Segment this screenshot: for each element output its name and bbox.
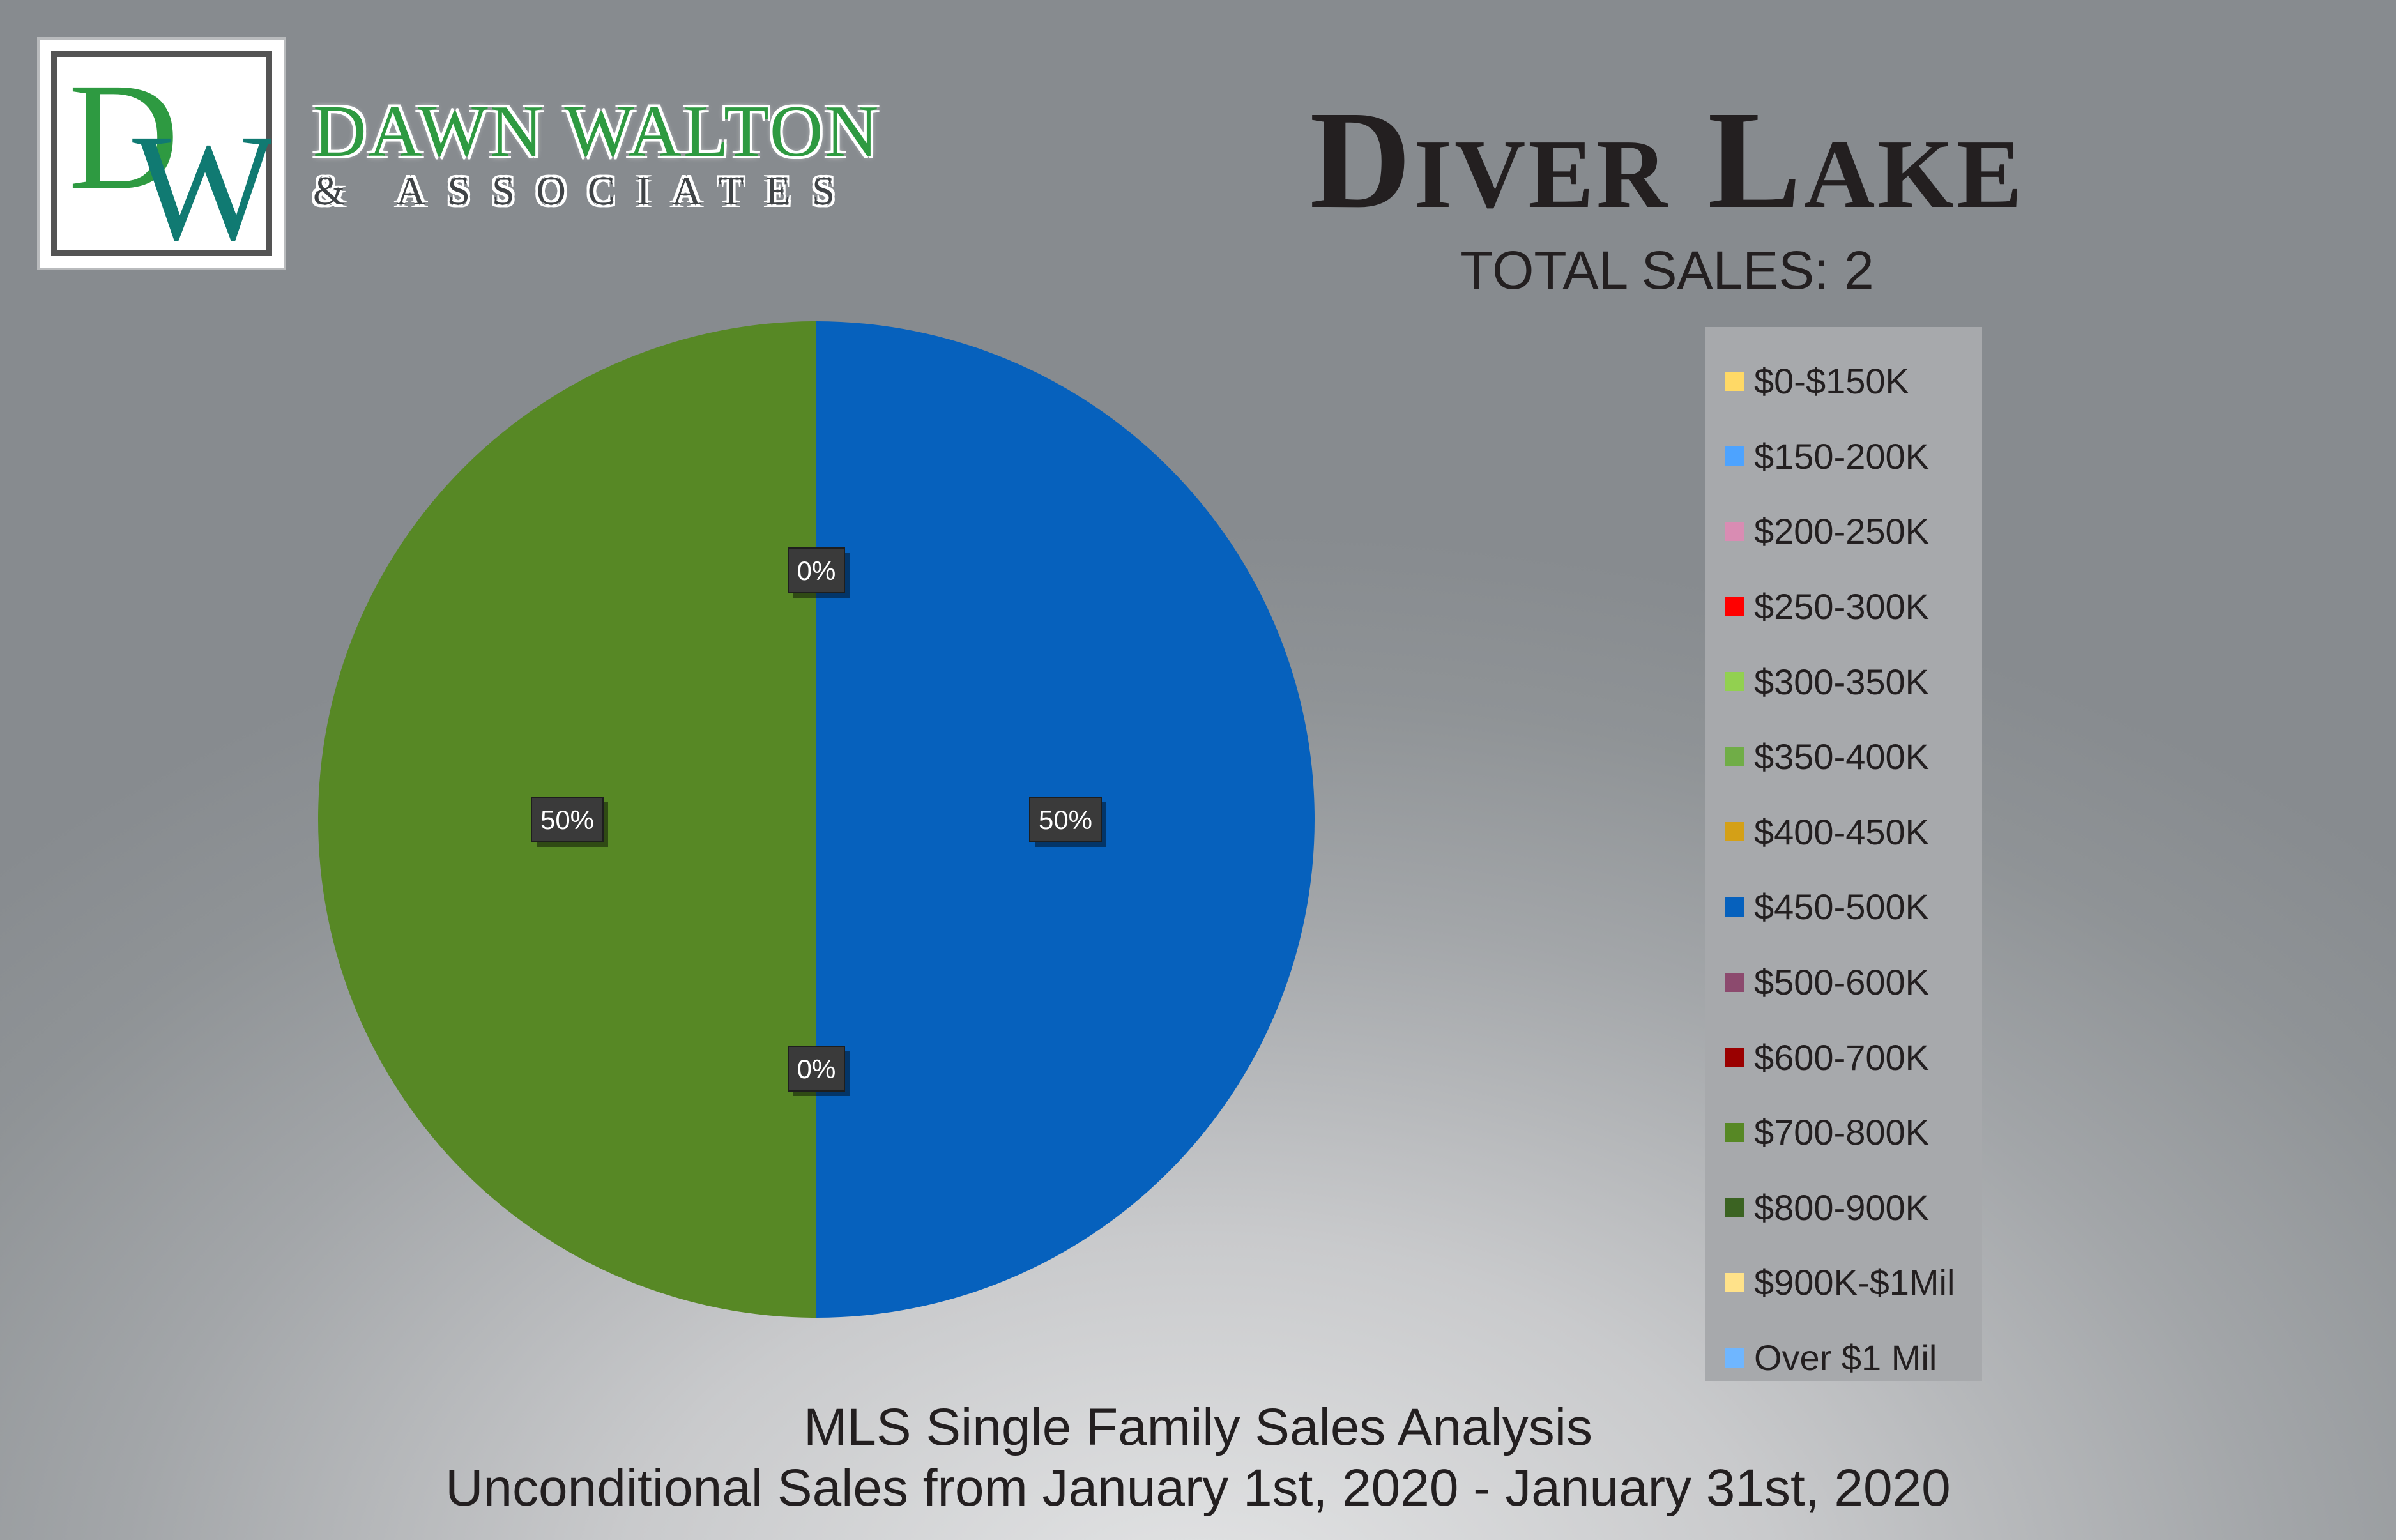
legend-label: $800-900K — [1754, 1187, 1930, 1228]
legend-swatch — [1725, 1272, 1744, 1292]
footer-title: MLS Single Family Sales Analysis — [803, 1398, 1593, 1456]
legend-item: $350-400K — [1705, 719, 1982, 795]
logo-frame: D W — [51, 51, 277, 272]
legend-swatch — [1725, 446, 1744, 466]
pie-data-label: 0% — [788, 1046, 850, 1096]
legend-label: $200-250K — [1754, 511, 1930, 552]
chart-legend: $0-$150K $150-200K $200-250K $250-300K $300-… — [1705, 327, 1982, 1381]
legend-item: $500-600K — [1705, 945, 1982, 1020]
legend-label: $500-600K — [1754, 962, 1930, 1003]
pie-data-label-text: 50% — [1039, 805, 1092, 835]
brand-name: DAWN WALTON — [313, 91, 881, 172]
legend-swatch — [1725, 672, 1744, 692]
logo-monogram: D W — [68, 51, 277, 272]
logo: D W — [37, 37, 286, 272]
legend-swatch — [1725, 747, 1744, 766]
legend-item: $700-800K — [1705, 1095, 1982, 1170]
legend-label: $300-350K — [1754, 661, 1930, 702]
legend-label: $150-200K — [1754, 436, 1930, 476]
pie-data-label-box — [531, 797, 604, 842]
legend-item: $0-$150K — [1705, 344, 1982, 419]
legend-label: Over $1 Mil — [1754, 1338, 1937, 1378]
pie-data-label-text: 50% — [540, 805, 594, 835]
legend-item: Over $1 Mil — [1705, 1320, 1982, 1396]
legend-label: $250-300K — [1754, 586, 1930, 627]
legend-swatch — [1725, 1048, 1744, 1067]
legend-item: $900K-$1Mil — [1705, 1245, 1982, 1320]
total-sales: TOTAL SALES: 2 — [1460, 240, 1874, 300]
pie-data-label-text: 0% — [797, 1054, 836, 1084]
legend-label: $600-700K — [1754, 1037, 1930, 1078]
chart-title: Diver Lake — [1309, 82, 2025, 238]
legend-item: $600-700K — [1705, 1019, 1982, 1095]
pie-data-label-box — [788, 547, 845, 593]
logo-letter-d: D — [68, 57, 179, 221]
legend-swatch — [1725, 597, 1744, 616]
legend-item: $450-500K — [1705, 869, 1982, 945]
legend-label: $450-500K — [1754, 887, 1930, 927]
pie-data-label-box — [1029, 797, 1102, 842]
pie-data-label: 0% — [788, 547, 850, 598]
legend-swatch — [1725, 822, 1744, 842]
pie-data-label-box — [788, 1046, 845, 1092]
legend-swatch — [1725, 972, 1744, 992]
legend-item: $150-200K — [1705, 419, 1982, 494]
legend-swatch — [1725, 1122, 1744, 1142]
legend-swatch — [1725, 371, 1744, 391]
legend-swatch — [1725, 1198, 1744, 1217]
legend-label: $400-450K — [1754, 811, 1930, 852]
legend-swatch — [1725, 1348, 1744, 1368]
legend-item: $250-300K — [1705, 569, 1982, 644]
legend-label: $0-$150K — [1754, 361, 1909, 402]
logo-letter-w: W — [132, 102, 271, 255]
pie-data-label: 50% — [531, 797, 608, 847]
footer-date-range: Unconditional Sales from January 1st, 20… — [445, 1459, 1951, 1517]
legend-label: $700-800K — [1754, 1112, 1930, 1153]
legend-label: $350-400K — [1754, 736, 1930, 777]
brand-subtitle: & ASSOCIATES — [313, 168, 857, 213]
pie-data-label: 50% — [1029, 797, 1106, 847]
legend-swatch — [1725, 521, 1744, 541]
legend-label: $900K-$1Mil — [1754, 1262, 1955, 1303]
legend-item: $800-900K — [1705, 1170, 1982, 1246]
legend-item: $400-450K — [1705, 795, 1982, 870]
legend-item: $200-250K — [1705, 494, 1982, 569]
legend-item: $300-350K — [1705, 644, 1982, 719]
legend-swatch — [1725, 897, 1744, 917]
pie-data-label-text: 0% — [797, 556, 836, 586]
